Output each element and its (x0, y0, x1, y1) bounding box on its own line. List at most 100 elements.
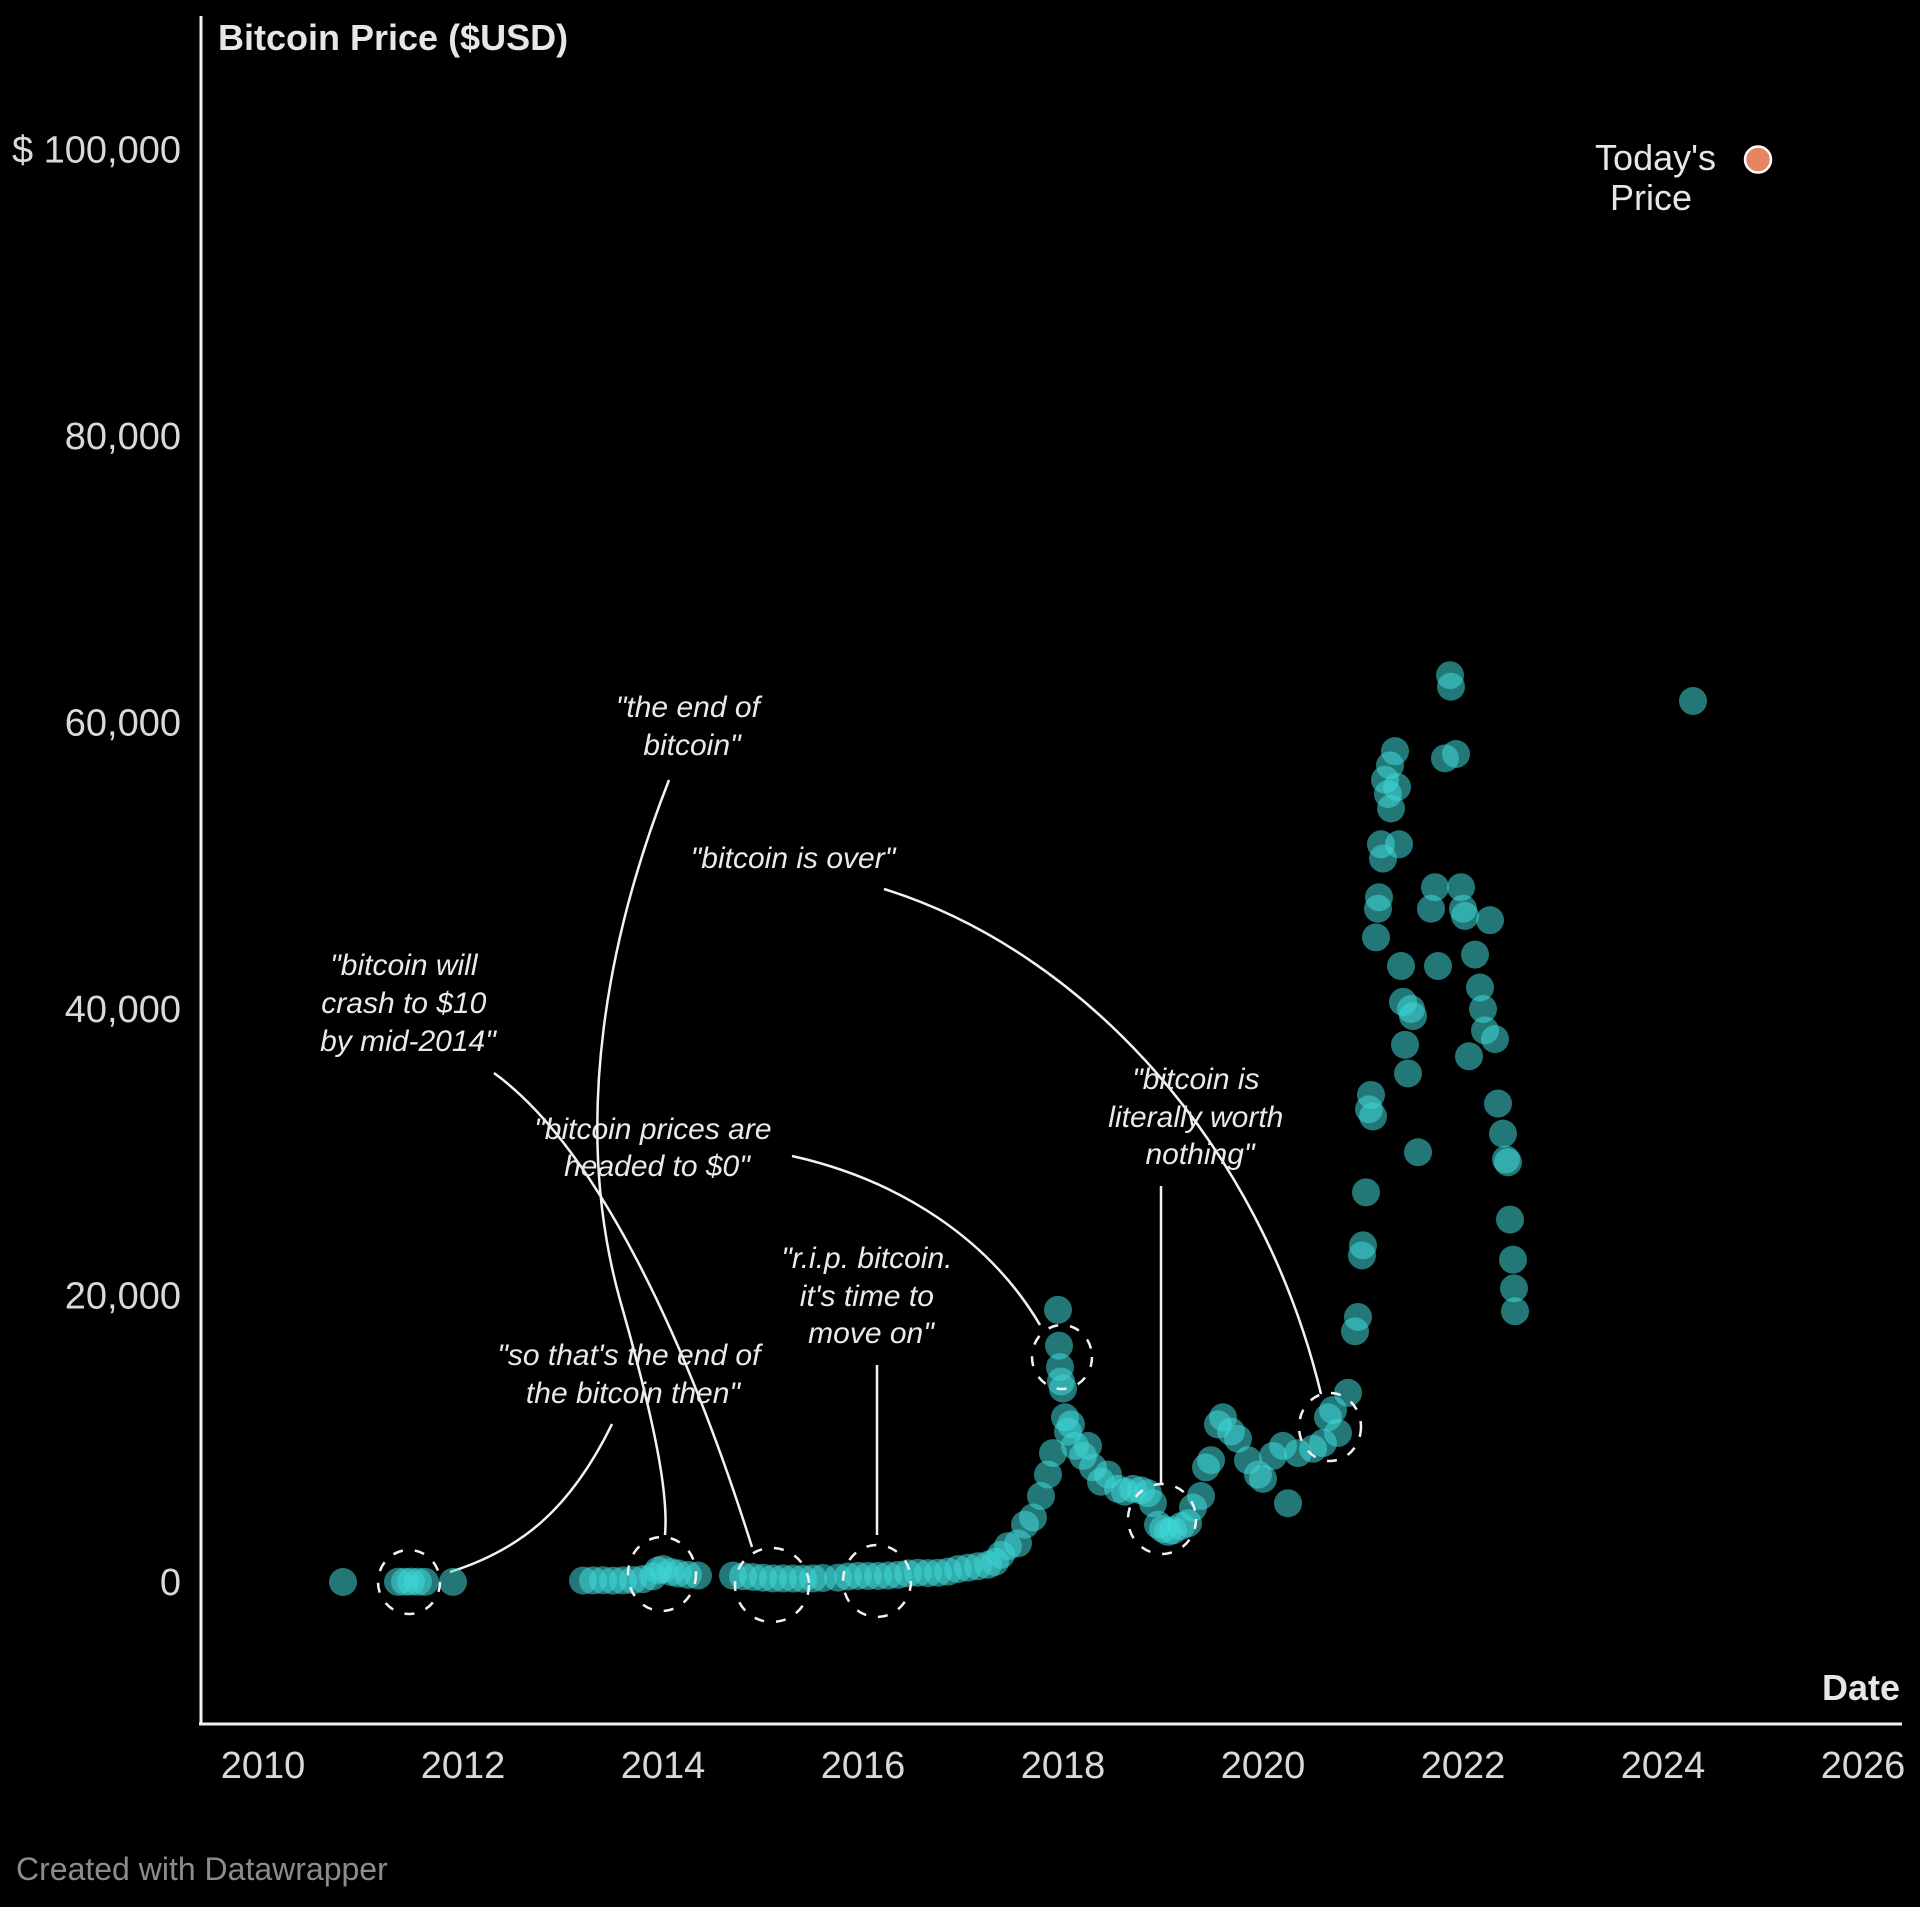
price-point (1466, 973, 1494, 1002)
highlight-2018 (1030, 1323, 1094, 1391)
price-point (1359, 1102, 1387, 1131)
price-point (1074, 1431, 1102, 1460)
highlight-2019 (1126, 1482, 1198, 1556)
price-point (1442, 740, 1470, 769)
price-point (1489, 1119, 1517, 1148)
price-point (1437, 672, 1465, 701)
y-tick-label: 0 (160, 1562, 181, 1604)
price-point (684, 1561, 712, 1590)
x-tick-label: 2022 (1421, 1745, 1506, 1787)
price-point (1476, 906, 1504, 935)
price-point (1039, 1439, 1067, 1468)
leader-end-of-bitcoin (596, 779, 671, 1536)
price-point (1324, 1419, 1352, 1448)
y-tick-label: $ 100,000 (12, 130, 181, 172)
price-point (1362, 923, 1390, 952)
price-point (1399, 1002, 1427, 1031)
price-point (439, 1567, 467, 1596)
y-tick-label: 80,000 (65, 416, 181, 458)
price-point (1421, 873, 1449, 902)
highlight-2011 (376, 1548, 442, 1616)
price-point (1394, 1059, 1422, 1088)
datawrapper-credit: Created with Datawrapper (16, 1851, 388, 1887)
price-point (1424, 952, 1452, 981)
y-axis-title: Bitcoin Price ($USD) (218, 17, 568, 58)
x-tick-label: 2018 (1021, 1745, 1106, 1787)
y-tick-label: 40,000 (65, 989, 181, 1031)
price-point (1274, 1489, 1302, 1518)
annotation-crash-to-10: "bitcoin will crash to $10 by mid-2014" (320, 949, 497, 1058)
price-point (1381, 737, 1409, 766)
annotations: "bitcoin will crash to $10 by mid-2014" … (320, 691, 1291, 1410)
price-point (1352, 1178, 1380, 1207)
x-tick-label: 2012 (421, 1745, 506, 1787)
y-axis-ticks: 0 20,000 40,000 60,000 80,000 $ 100,000 (12, 130, 181, 1605)
x-tick-label: 2016 (821, 1745, 906, 1787)
price-point (1383, 772, 1411, 801)
price-point (1404, 1138, 1432, 1167)
price-point (1044, 1295, 1072, 1324)
price-point (1019, 1503, 1047, 1532)
price-point (1469, 995, 1497, 1023)
price-point (1391, 1030, 1419, 1059)
price-point (1357, 1080, 1385, 1109)
price-point (1365, 883, 1393, 912)
price-point (1461, 940, 1489, 969)
price-point (1387, 952, 1415, 981)
price-point (1027, 1482, 1055, 1511)
y-tick-label: 60,000 (65, 703, 181, 745)
price-point (1057, 1410, 1085, 1439)
x-tick-label: 2020 (1221, 1745, 1306, 1787)
todays-price-point (1743, 145, 1773, 174)
price-point (1500, 1274, 1528, 1303)
price-point (1377, 794, 1405, 823)
todays-price-label: Today's Price (1595, 137, 1726, 218)
price-point (1494, 1148, 1522, 1177)
annotation-literally-worth-nothing: "bitcoin is literally worth nothing" (1108, 1063, 1291, 1171)
price-point (1197, 1446, 1225, 1475)
highlight-2016 (841, 1543, 913, 1619)
price-point (1139, 1489, 1167, 1518)
highlight-circles (376, 1323, 1363, 1624)
price-point (1349, 1231, 1377, 1260)
annotation-bitcoin-is-over: "bitcoin is over" (691, 842, 897, 875)
price-point (1385, 830, 1413, 859)
x-tick-label: 2014 (621, 1745, 706, 1787)
annotation-rip-bitcoin: "r.i.p. bitcoin. it's time to move on" (781, 1242, 961, 1350)
price-point (1451, 901, 1479, 930)
annotation-end-of-bitcoin: "the end of bitcoin" (616, 691, 768, 762)
highlight-2020 (1297, 1391, 1363, 1463)
leader-crash-to-10 (493, 1071, 754, 1548)
x-tick-label: 2024 (1621, 1745, 1706, 1787)
price-point (1484, 1089, 1512, 1118)
price-point (1344, 1302, 1372, 1331)
annotation-end-of-the-bitcoin-then: "so that's the end of the bitcoin then" (497, 1339, 769, 1410)
leader-end-of-the-bitcoin-then (449, 1423, 614, 1574)
x-tick-label: 2026 (1821, 1745, 1906, 1787)
price-point (1679, 687, 1707, 716)
annotation-leader-lines (449, 779, 1323, 1574)
price-point (1187, 1482, 1215, 1511)
price-point (1447, 873, 1475, 902)
price-point (329, 1568, 357, 1596)
price-point (1496, 1205, 1524, 1234)
data-points (329, 145, 1773, 1596)
annotation-headed-to-zero: "bitcoin prices are headed to $0" (534, 1113, 780, 1183)
price-point (411, 1567, 439, 1596)
leader-bitcoin-is-over (883, 887, 1323, 1395)
price-point (1499, 1245, 1527, 1274)
highlight-2015 (733, 1546, 811, 1624)
price-point (1455, 1042, 1483, 1071)
price-point (1501, 1297, 1529, 1326)
price-point (1334, 1378, 1362, 1407)
x-tick-label: 2010 (221, 1745, 306, 1787)
price-point (1034, 1460, 1062, 1489)
x-axis-ticks: 2010 2012 2014 2016 2018 2020 2022 2024 2026 (221, 1745, 1906, 1787)
y-tick-label: 20,000 (65, 1276, 181, 1318)
leader-headed-to-zero (791, 1154, 1042, 1326)
x-axis-title: Date (1822, 1667, 1900, 1708)
price-point (1224, 1424, 1252, 1453)
price-point (1045, 1331, 1073, 1360)
highlight-2014 (626, 1535, 698, 1613)
